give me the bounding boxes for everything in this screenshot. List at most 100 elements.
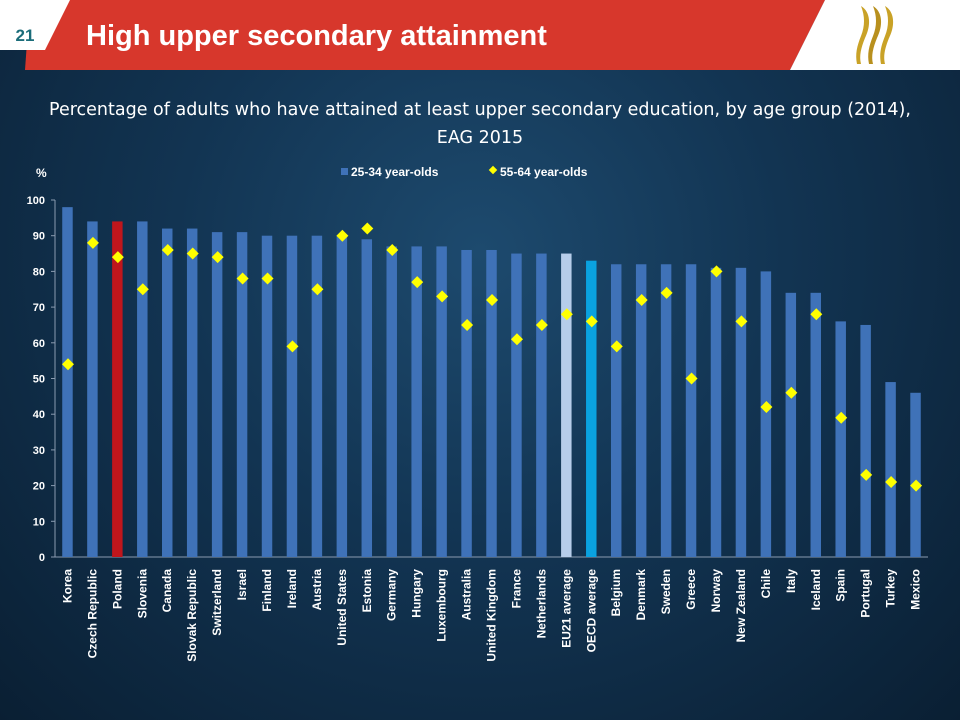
marker-55-64	[86, 236, 99, 249]
marker-55-64	[760, 401, 773, 414]
bar-25-34	[486, 249, 497, 558]
legend: 25-34 year-olds 55-64 year-olds	[341, 165, 588, 179]
marker-55-64	[810, 308, 823, 321]
marker-55-64	[835, 411, 848, 424]
x-tick-label: Finland	[260, 569, 274, 612]
y-tick-label: 100	[27, 195, 45, 207]
bar-25-34	[735, 267, 747, 557]
x-tick-label: Israel	[235, 569, 249, 600]
x-tick-label: Spain	[834, 569, 848, 602]
bar-25-34	[660, 264, 672, 557]
x-axis-labels: Korea Czech Republic Poland Slovenia Canada S…	[60, 569, 922, 662]
y-tick-label: 10	[33, 516, 45, 528]
bar-25-34	[87, 221, 98, 558]
bar-25-34	[336, 235, 348, 557]
bar-25-34	[386, 246, 397, 557]
oecd-logo-icon	[856, 6, 894, 64]
x-tick-label: Australia	[460, 569, 474, 621]
marker-55-64	[860, 468, 873, 481]
marker-55-64	[560, 308, 573, 321]
bar-25-34	[186, 228, 198, 557]
marker-55-64	[585, 315, 598, 328]
y-tick-label: 90	[33, 231, 45, 243]
x-tick-label: New Zealand	[734, 569, 748, 642]
x-tick-label: Netherlands	[534, 569, 548, 639]
y-tick-label: 80	[33, 266, 45, 278]
x-tick-label: OECD average	[584, 569, 598, 653]
marker-55-64	[386, 243, 399, 256]
bar-25-34	[461, 249, 472, 558]
x-tick-label: EU21 average	[559, 569, 573, 648]
header-bar	[0, 0, 960, 70]
bar-25-34	[685, 264, 697, 557]
bar-25-34	[137, 221, 148, 558]
marker-55-64	[910, 479, 923, 492]
marker-55-64	[486, 293, 499, 306]
x-tick-label: Slovenia	[135, 569, 149, 619]
x-tick-label: Slovak Republic	[185, 569, 199, 662]
legend-bar-swatch	[341, 168, 348, 175]
x-tick-label: Greece	[684, 569, 698, 610]
bar-25-34	[112, 221, 123, 558]
x-tick-label: Switzerland	[210, 569, 224, 636]
x-tick-label: France	[509, 569, 523, 609]
bar-25-34	[835, 321, 846, 557]
x-tick-label: Estonia	[360, 569, 374, 613]
marker-55-64	[286, 340, 299, 353]
legend-label-25-34: 25-34 year-olds	[351, 165, 439, 179]
bar-25-34	[62, 207, 73, 557]
chart-subtitle: Percentage of adults who have attained a…	[49, 100, 911, 148]
marker-55-64	[111, 251, 124, 264]
x-tick-label: Denmark	[634, 569, 648, 621]
bar-25-34	[610, 264, 622, 557]
marker-55-64	[660, 286, 673, 299]
x-tick-label: Mexico	[909, 569, 923, 610]
bar-25-34	[411, 246, 422, 557]
x-tick-label: Portugal	[859, 569, 873, 618]
marker-55-64	[336, 229, 349, 242]
marker-55-64	[535, 318, 548, 331]
marker-55-64	[785, 386, 798, 399]
bar-25-34	[261, 235, 273, 557]
marker-55-64	[885, 476, 898, 489]
x-tick-label: Poland	[110, 569, 124, 609]
bar-25-34	[910, 392, 921, 557]
y-axis: 0 10 20 30 40 50 60 70 80 90 100	[27, 195, 928, 564]
marker-55-64	[610, 340, 623, 353]
x-tick-label: Sweden	[659, 569, 673, 614]
bar-25-34	[860, 324, 871, 557]
y-tick-label: 70	[33, 302, 45, 314]
bar-25-34	[710, 267, 722, 557]
bar-25-34	[561, 253, 572, 558]
marker-55-64	[461, 318, 474, 331]
marker-55-64	[236, 272, 249, 285]
bar-25-34	[162, 228, 173, 557]
marker-55-64	[635, 293, 648, 306]
bar-25-34	[211, 232, 223, 557]
bar-25-34	[311, 235, 323, 557]
bars	[62, 207, 921, 558]
slide-title: High upper secondary attainment	[86, 20, 547, 52]
marker-55-64	[685, 372, 698, 385]
x-tick-label: Austria	[310, 569, 324, 611]
marker-55-64	[361, 222, 374, 235]
x-tick-label: Luxembourg	[435, 569, 449, 642]
bar-25-34	[536, 253, 547, 558]
marker-55-64	[61, 358, 74, 371]
x-tick-label: Norway	[709, 569, 723, 613]
x-tick-label: Czech Republic	[85, 569, 99, 659]
x-tick-label: Korea	[60, 569, 74, 603]
x-tick-label: Turkey	[884, 569, 898, 608]
x-tick-label: Ireland	[285, 569, 299, 608]
bar-25-34	[286, 235, 298, 557]
x-tick-label: United Kingdom	[485, 569, 499, 662]
y-tick-label: 60	[33, 338, 45, 350]
y-tick-label: 20	[33, 481, 45, 493]
marker-55-64	[510, 333, 523, 346]
legend-marker-swatch	[488, 165, 498, 175]
y-tick-label: 0	[39, 552, 45, 564]
slide-number: 21	[15, 26, 35, 45]
x-tick-label: Belgium	[609, 569, 623, 616]
y-tick-label: 50	[33, 374, 45, 386]
